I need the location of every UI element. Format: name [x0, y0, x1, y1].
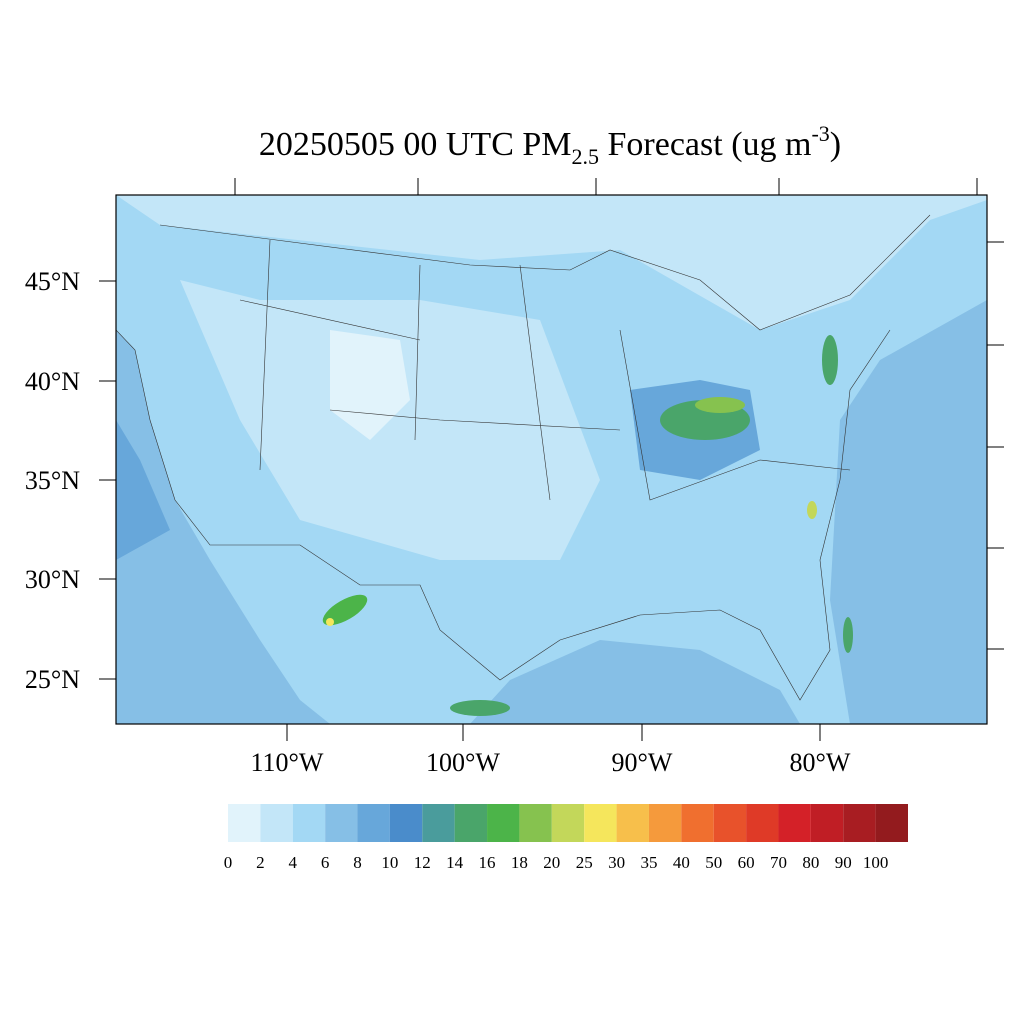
color-box — [292, 804, 326, 842]
pacific — [116, 330, 330, 724]
level-label: 0 — [224, 853, 233, 872]
level-label: 12 — [414, 853, 431, 872]
level-label: 50 — [705, 853, 722, 872]
atlantic — [830, 300, 987, 724]
color-box — [778, 804, 811, 842]
lat-label: 25°N — [25, 665, 80, 694]
fire-nm — [322, 594, 368, 626]
map-frame — [115, 194, 988, 725]
level-label: 25 — [576, 853, 593, 872]
title-superscript: -3 — [811, 121, 829, 146]
level-label: 90 — [835, 853, 852, 872]
color-box — [519, 804, 552, 842]
color-box — [454, 804, 488, 842]
color-box — [875, 804, 908, 842]
map-field — [116, 195, 987, 724]
axis-labels: 45°N 40°N 35°N 30°N 25°N 110°W 100°W 90°W 80°W — [25, 267, 851, 777]
color-box — [325, 804, 358, 842]
lon-label: 90°W — [612, 748, 673, 777]
color-box — [357, 804, 390, 842]
lat-label: 40°N — [25, 367, 80, 396]
level-label: 14 — [446, 853, 464, 872]
lat-label: 35°N — [25, 466, 80, 495]
level-label: 16 — [479, 853, 496, 872]
color-box — [648, 804, 682, 842]
level-label: 35 — [640, 853, 657, 872]
level-label: 80 — [802, 853, 819, 872]
level-label: 70 — [770, 853, 787, 872]
color-box — [260, 804, 293, 842]
color-box — [551, 804, 585, 842]
level-label: 6 — [321, 853, 330, 872]
lon-label: 100°W — [426, 748, 500, 777]
level-label: 40 — [673, 853, 690, 872]
level-label: 18 — [511, 853, 528, 872]
lon-label: 110°W — [251, 748, 324, 777]
level-label: 4 — [289, 853, 298, 872]
color-box — [616, 804, 649, 842]
color-box — [810, 804, 844, 842]
level-label: 20 — [543, 853, 560, 872]
pacific-dark — [116, 420, 170, 560]
florida-fire — [843, 617, 853, 653]
ohio-smoke-core — [695, 397, 745, 413]
level-label: 8 — [353, 853, 362, 872]
carolina-fire — [807, 501, 817, 519]
color-box — [422, 804, 455, 842]
level-label: 10 — [381, 853, 398, 872]
level-label: 60 — [738, 853, 755, 872]
title-main: 20250505 00 UTC PM — [259, 126, 572, 163]
color-box — [681, 804, 714, 842]
title-close: ) — [830, 126, 841, 163]
fire-core — [326, 618, 334, 626]
color-box — [487, 804, 520, 842]
title: 20250505 00 UTC PM2.5 Forecast (ug m-3) — [259, 121, 841, 169]
level-label: 2 — [256, 853, 265, 872]
color-box — [228, 804, 261, 842]
north-light — [116, 195, 987, 330]
color-box — [389, 804, 423, 842]
title-rest: Forecast (ug m — [599, 126, 811, 163]
color-box — [584, 804, 617, 842]
title-subscript: 2.5 — [572, 144, 600, 169]
color-box — [843, 804, 876, 842]
state-lines — [239, 239, 851, 501]
frame-ticks — [234, 178, 1004, 650]
color-box — [746, 804, 779, 842]
lat-label: 30°N — [25, 565, 80, 594]
lat-label: 45°N — [25, 267, 80, 296]
mexico-smoke — [450, 700, 510, 716]
wyoming-clean — [330, 330, 410, 440]
color-box — [713, 804, 747, 842]
gulf — [470, 640, 800, 724]
level-label: 100 — [863, 853, 889, 872]
us-outline — [116, 214, 931, 701]
northeast-smoke — [822, 335, 838, 385]
lon-label: 80°W — [790, 748, 851, 777]
colorbar: 0 2 4 6 8 10 12 14 16 18 20 25 30 35 40 50 60 70 80 90 100 — [224, 804, 908, 872]
level-label: 30 — [608, 853, 625, 872]
